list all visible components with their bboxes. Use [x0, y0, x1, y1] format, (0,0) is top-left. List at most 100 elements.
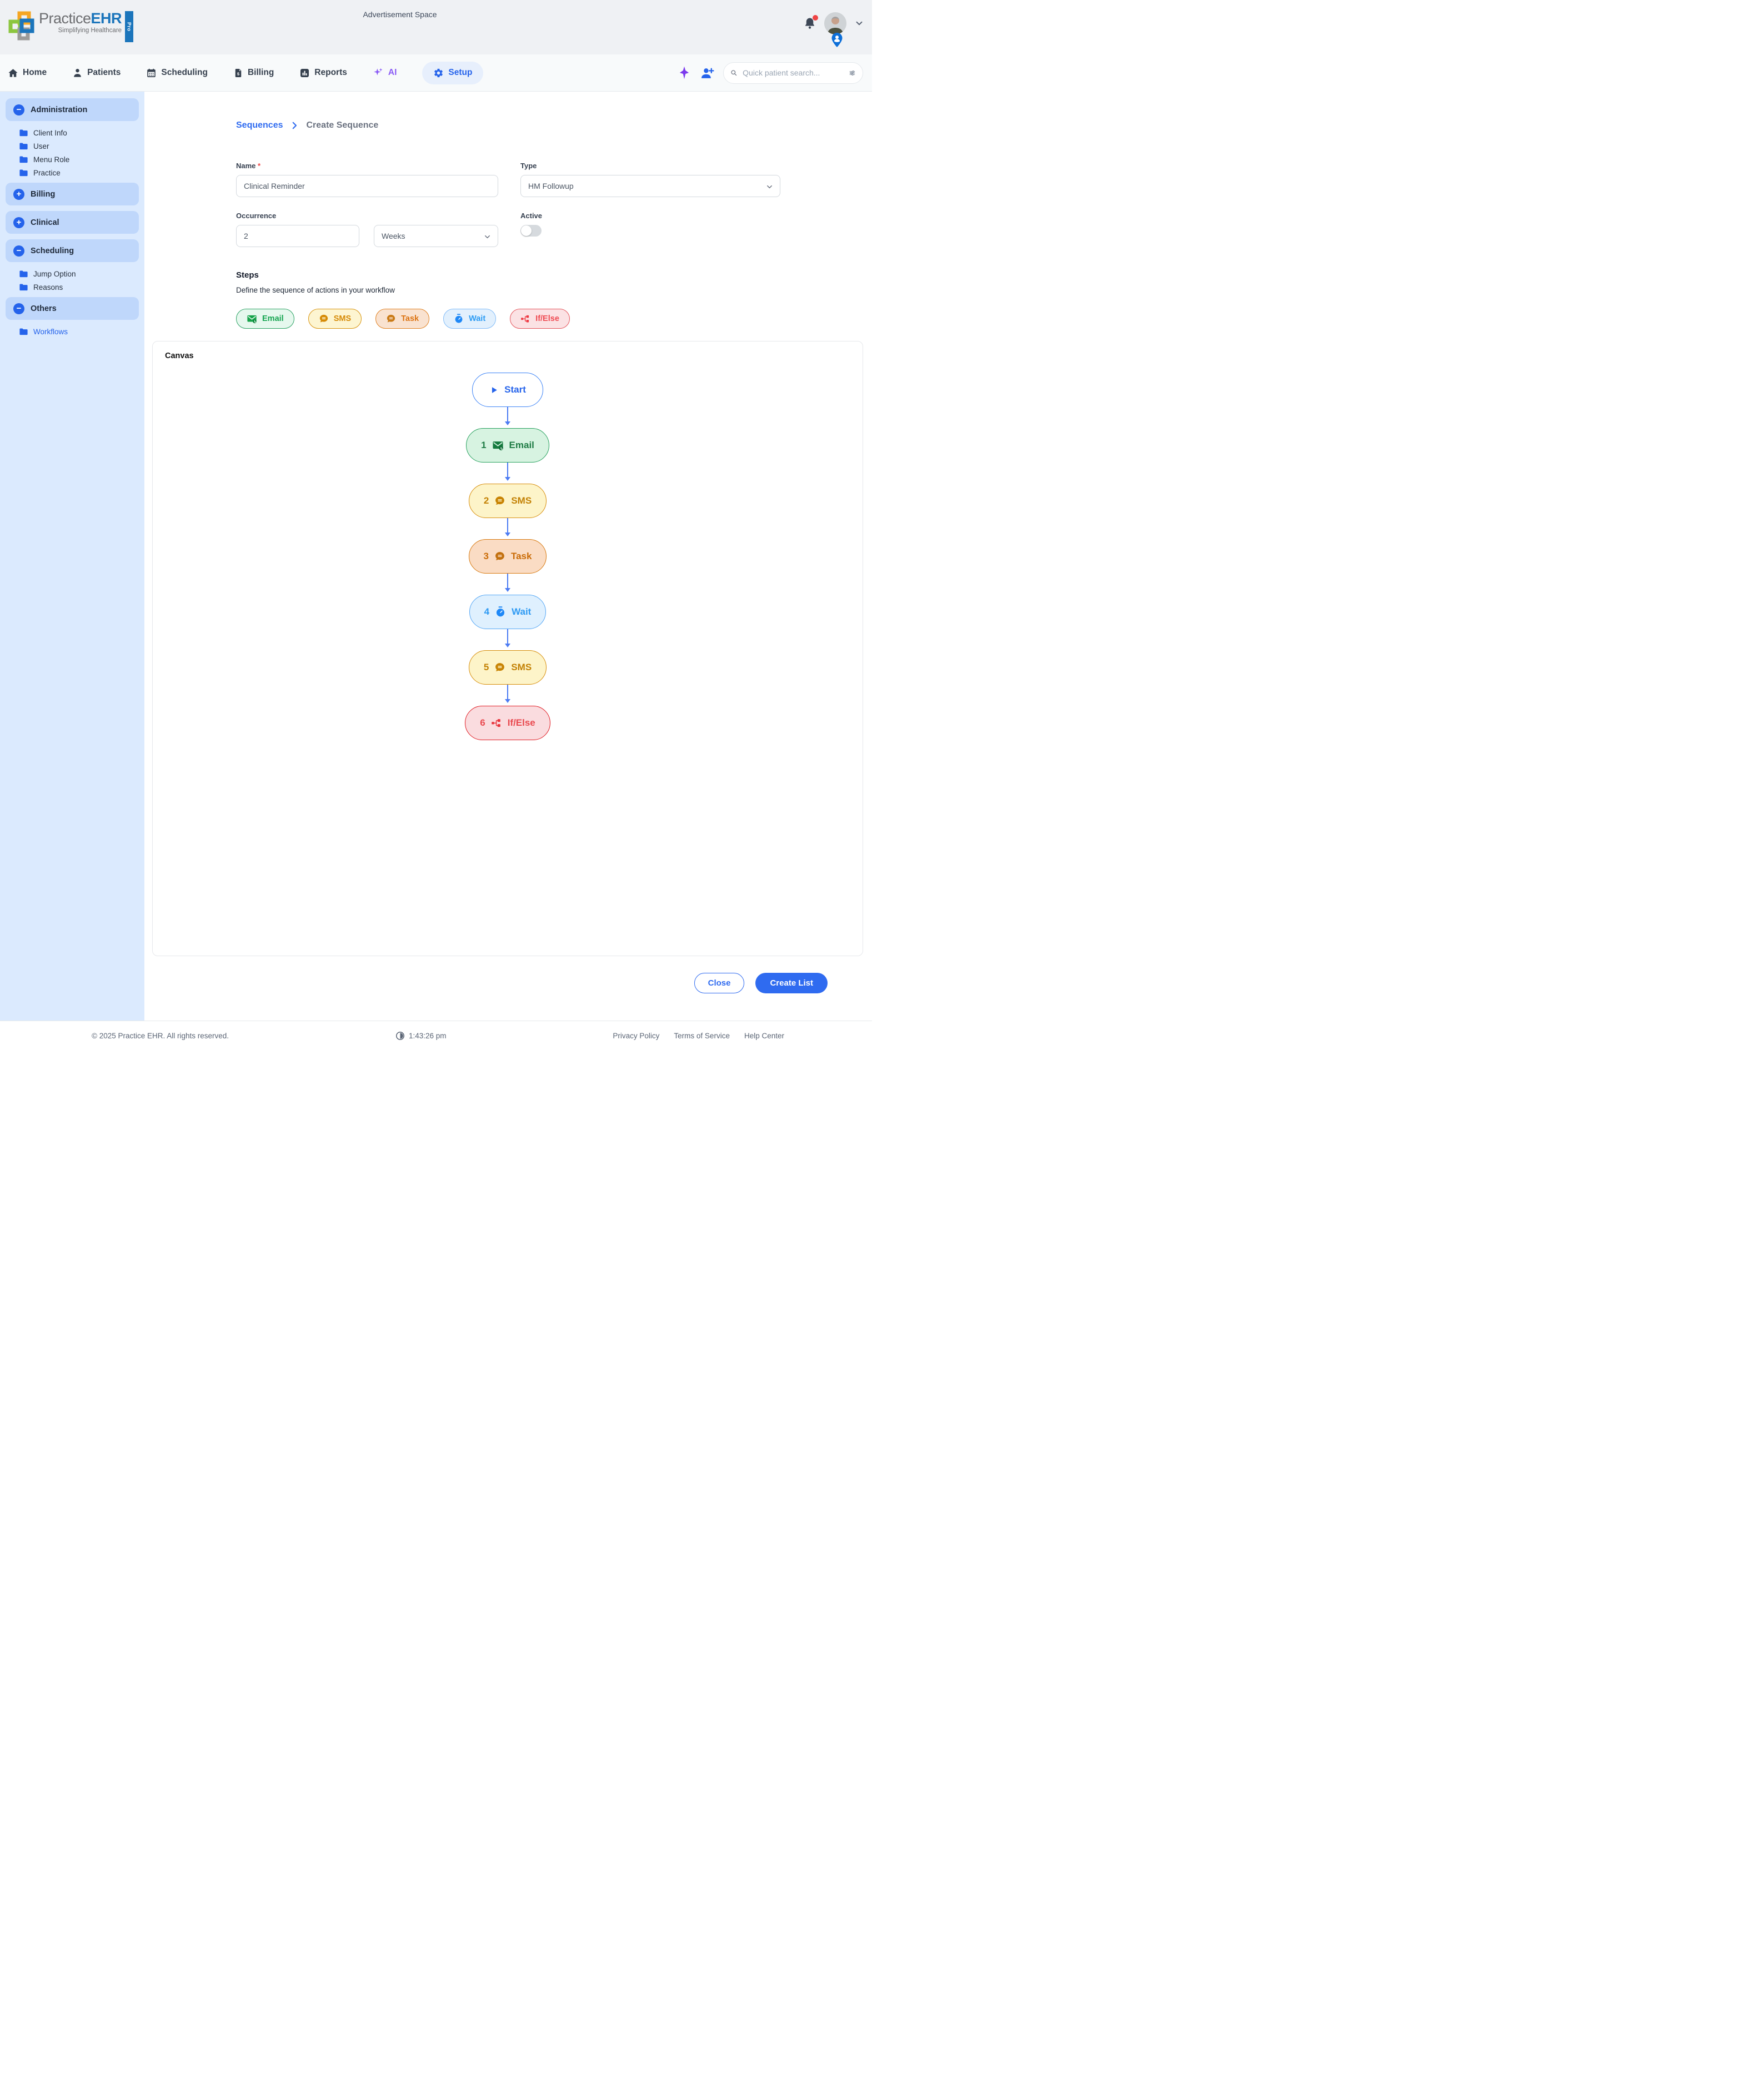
patients-icon — [74, 68, 81, 77]
advertisement-space-label: Advertisement Space — [363, 10, 437, 19]
expand-plus-icon: + — [13, 217, 24, 228]
sidebar-section-clinical[interactable]: + Clinical — [6, 211, 139, 234]
chevron-down-icon — [767, 185, 772, 189]
workflow-flow: Start 1 Email 2 SMS 3 Task — [165, 373, 850, 740]
steps-title: Steps — [236, 270, 259, 280]
nav-item-ai[interactable]: AI — [373, 67, 397, 78]
add-patient-icon[interactable] — [700, 66, 714, 80]
flow-arrow — [505, 407, 510, 428]
logo-pro-badge: Pro — [125, 11, 134, 42]
add-email-step-button[interactable]: Email — [236, 309, 294, 329]
sms-bubble-icon — [495, 663, 505, 671]
folder-icon — [19, 270, 28, 278]
sidebar-section-others[interactable]: − Others — [6, 297, 139, 320]
occurrence-unit-select[interactable]: Weeks — [374, 225, 498, 247]
quick-patient-search[interactable] — [723, 62, 863, 84]
section-label: Billing — [31, 189, 56, 199]
folder-icon — [19, 169, 28, 177]
search-input[interactable] — [743, 68, 844, 77]
sparkle-shortcut-icon[interactable] — [677, 66, 691, 80]
sidebar-section-administration[interactable]: − Administration — [6, 98, 139, 121]
add-task-step-button[interactable]: Task — [375, 309, 430, 329]
location-person-pin-icon[interactable] — [830, 32, 844, 48]
clock-icon — [395, 1031, 404, 1040]
section-label: Scheduling — [31, 246, 74, 255]
section-label: Clinical — [31, 218, 59, 227]
nav-item-scheduling[interactable]: Scheduling — [146, 68, 208, 78]
close-button[interactable]: Close — [694, 973, 745, 993]
node-2-sms[interactable]: 2 SMS — [468, 484, 547, 518]
profile-chevron-down-icon[interactable] — [854, 18, 864, 28]
breadcrumb: Sequences Create Sequence — [236, 118, 780, 133]
sidebar-item-menu-role[interactable]: Menu Role — [19, 155, 139, 164]
email-icon — [247, 315, 257, 323]
section-label: Others — [31, 304, 57, 313]
sidebar-section-billing[interactable]: + Billing — [6, 183, 139, 205]
main-nav: Home Patients Scheduling $ Billing Repor… — [0, 54, 872, 92]
privacy-policy-link[interactable]: Privacy Policy — [613, 1031, 660, 1040]
occurrence-label: Occurrence — [236, 212, 277, 220]
breadcrumb-current: Create Sequence — [306, 120, 379, 130]
nav-item-reports[interactable]: Reports — [299, 68, 347, 78]
top-header: PracticeEHR Simplifying Healthcare Pro A… — [0, 0, 872, 54]
node-6-ifelse[interactable]: 6 If/Else — [465, 706, 550, 740]
search-filter-sliders-icon[interactable] — [849, 68, 856, 78]
wait-stopwatch-icon — [497, 606, 505, 617]
flow-arrow — [505, 463, 510, 484]
type-select[interactable]: HM Followup — [520, 175, 780, 197]
node-4-wait[interactable]: 4 Wait — [469, 595, 547, 629]
sidebar-item-user[interactable]: User — [19, 142, 139, 150]
add-wait-step-button[interactable]: Wait — [443, 309, 497, 329]
workflow-canvas: Canvas Start 1 Email 2 SMS — [152, 341, 863, 956]
node-3-task[interactable]: 3 Task — [468, 539, 547, 574]
sequence-form: Name * Type HM Followup — [236, 162, 780, 197]
node-1-email[interactable]: 1 Email — [466, 428, 549, 463]
nav-item-home[interactable]: Home — [8, 68, 47, 78]
sidebar-item-jump-option[interactable]: Jump Option — [19, 270, 139, 278]
add-ifelse-step-button[interactable]: If/Else — [510, 309, 570, 329]
node-start[interactable]: Start — [472, 373, 543, 407]
sidebar-item-reasons[interactable]: Reasons — [19, 283, 139, 292]
section-label: Administration — [31, 105, 88, 114]
copyright-text: © 2025 Practice EHR. All rights reserved… — [92, 1031, 229, 1040]
flow-arrow — [505, 518, 510, 539]
page-footer: © 2025 Practice EHR. All rights reserved… — [0, 1021, 872, 1050]
folder-icon — [19, 143, 28, 150]
folder-icon — [19, 284, 28, 291]
collapse-minus-icon: − — [13, 104, 24, 115]
svg-text:$: $ — [237, 71, 240, 76]
play-icon — [492, 386, 497, 393]
folder-icon — [19, 129, 28, 137]
sidebar-item-client-info[interactable]: Client Info — [19, 129, 139, 137]
email-icon — [492, 441, 503, 450]
setup-gear-icon — [434, 68, 443, 77]
create-list-button[interactable]: Create List — [755, 973, 828, 993]
add-sms-step-button[interactable]: SMS — [308, 309, 362, 329]
sidebar-item-workflows[interactable]: Workflows — [19, 328, 139, 336]
user-avatar[interactable] — [824, 12, 846, 34]
task-bubble-icon — [495, 552, 504, 560]
name-field[interactable] — [236, 175, 498, 197]
sidebar-section-scheduling[interactable]: − Scheduling — [6, 239, 139, 262]
nav-item-patients[interactable]: Patients — [72, 68, 121, 78]
practice-ehr-logo[interactable]: PracticeEHR Simplifying Healthcare Pro — [8, 11, 134, 42]
breadcrumb-sequences-link[interactable]: Sequences — [236, 120, 283, 130]
node-5-sms[interactable]: 5 SMS — [468, 650, 547, 685]
canvas-title: Canvas — [165, 351, 194, 360]
type-label: Type — [520, 162, 537, 170]
setup-sidebar: − Administration Client Info User Menu R… — [0, 92, 144, 1021]
toggle-knob — [521, 225, 532, 236]
logo-cross-icon — [8, 11, 34, 41]
notifications-bell-icon[interactable] — [803, 15, 818, 31]
nav-item-billing[interactable]: $ Billing — [233, 68, 274, 78]
main-content: Sequences Create Sequence Name * Type HM… — [144, 92, 872, 1021]
sidebar-item-practice[interactable]: Practice — [19, 169, 139, 177]
reports-chart-icon — [300, 68, 309, 77]
terms-of-service-link[interactable]: Terms of Service — [674, 1031, 730, 1040]
help-center-link[interactable]: Help Center — [744, 1031, 784, 1040]
flow-arrow — [505, 574, 510, 595]
current-time: 1:43:26 pm — [408, 1031, 447, 1040]
occurrence-value-field[interactable] — [236, 225, 359, 247]
nav-item-setup[interactable]: Setup — [422, 61, 484, 84]
active-toggle[interactable] — [520, 225, 542, 237]
